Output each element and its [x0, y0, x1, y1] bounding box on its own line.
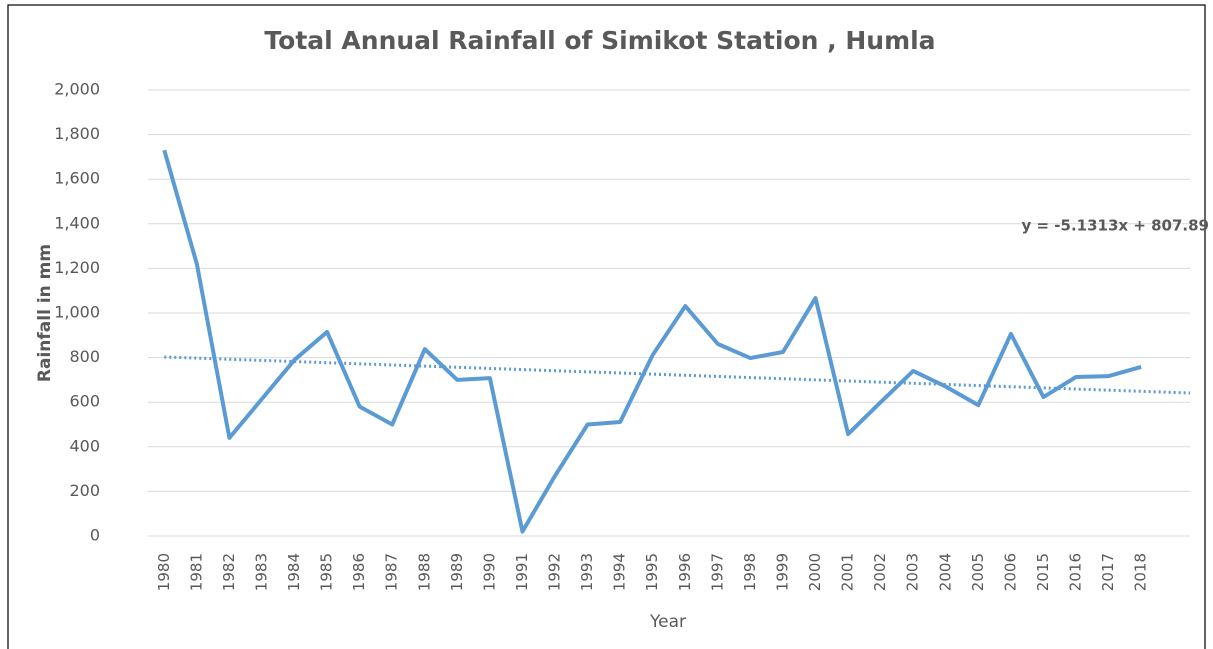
x-tick-label: 1980 — [155, 553, 173, 591]
x-tick-label: 1997 — [708, 553, 726, 591]
trendline — [164, 355, 1191, 395]
x-tick-label: 2017 — [1099, 553, 1117, 591]
data-line — [162, 149, 1142, 534]
x-tick-label: 2004 — [936, 553, 954, 591]
x-tick-label: 2002 — [871, 553, 889, 591]
x-tick-label: 1987 — [383, 553, 401, 591]
y-tick-label: 1,600 — [54, 169, 100, 188]
x-tick-label: 1989 — [448, 553, 466, 591]
frame — [7, 4, 1206, 649]
y-tick-label: 2,000 — [54, 80, 100, 99]
x-tick-label: 1998 — [741, 553, 759, 591]
x-tick-label: 2003 — [904, 553, 922, 591]
x-tick-label: 1981 — [187, 553, 205, 591]
x-tick-label: 1984 — [285, 553, 303, 591]
chart-title: Total Annual Rainfall of Simikot Station… — [264, 26, 935, 55]
x-tick-label: 2001 — [839, 553, 857, 591]
x-tick-label: 2006 — [1001, 553, 1019, 591]
x-tick-label: 1991 — [513, 553, 531, 591]
x-tick-label: 1986 — [350, 553, 368, 591]
x-tick-label: 1992 — [546, 553, 564, 591]
y-tick-label: 200 — [69, 481, 100, 500]
x-tick-label: 1988 — [415, 553, 433, 591]
x-tick-label: 2018 — [1132, 553, 1150, 591]
y-axis-title: Rainfall in mm — [35, 244, 55, 382]
x-tick-label: 1999 — [773, 553, 791, 591]
y-tick-label: 0 — [90, 526, 100, 545]
x-tick-label: 2016 — [1067, 553, 1085, 591]
y-tick-label: 400 — [69, 436, 100, 455]
y-tick-label: 1,200 — [54, 258, 100, 277]
x-tick-label: 2000 — [806, 553, 824, 591]
trendline-equation: y = -5.1313x + 807.89 — [1022, 217, 1209, 235]
x-tick-label: 1985 — [318, 553, 336, 591]
y-tick-label: 800 — [69, 347, 100, 366]
y-tick-label: 1,400 — [54, 213, 100, 232]
x-tick-label: 1990 — [480, 553, 498, 591]
x-tick-label: 1994 — [611, 553, 629, 591]
x-tick-label: 1995 — [643, 553, 661, 591]
x-tick-label: 1983 — [252, 553, 270, 591]
x-axis-title: Year — [649, 612, 686, 632]
y-tick-label: 1,800 — [54, 124, 100, 143]
y-tick-label: 1,000 — [54, 303, 100, 322]
x-tick-label: 1996 — [676, 553, 694, 591]
x-tick-label: 1993 — [578, 553, 596, 591]
x-tick-label: 2005 — [969, 553, 987, 591]
x-tick-label: 2015 — [1034, 553, 1052, 591]
y-tick-label: 600 — [69, 392, 100, 411]
x-tick-label: 1982 — [220, 553, 238, 591]
